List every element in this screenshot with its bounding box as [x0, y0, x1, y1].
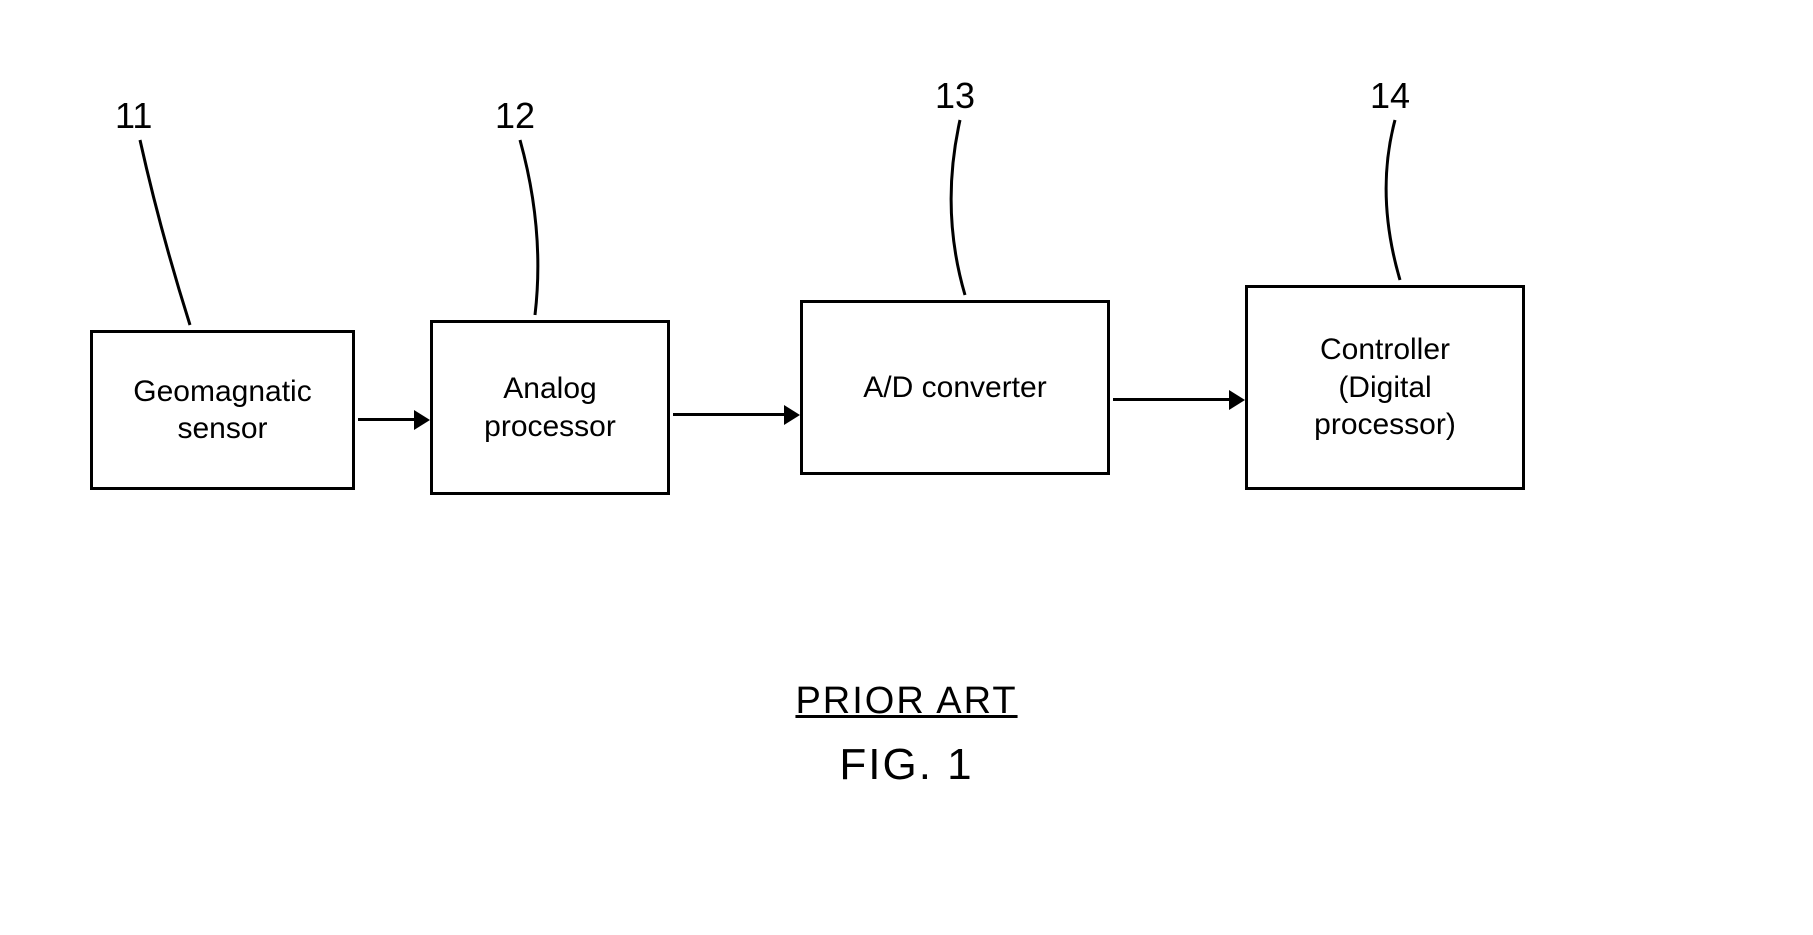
edge-arrow — [673, 413, 784, 416]
node-geomagnetic-sensor: Geomagnatic sensor — [90, 330, 355, 490]
node-label: Controller — [1320, 333, 1450, 366]
node-label: processor — [484, 410, 616, 443]
caption-prior-art: PRIOR ART — [0, 680, 1813, 723]
ref-label-14: 14 — [1370, 75, 1410, 117]
ref-label-11: 11 — [115, 95, 152, 137]
arrow-head-icon — [784, 405, 800, 425]
caption-figure-number: FIG. 1 — [0, 740, 1813, 790]
node-label: Analog — [503, 372, 596, 405]
edge-arrow — [358, 418, 414, 421]
node-label: (Digital — [1338, 371, 1431, 404]
edge-arrow — [1113, 398, 1229, 401]
ref-label-12: 12 — [495, 95, 535, 137]
diagram-canvas: Geomagnatic sensor 11 Analog processor 1… — [0, 0, 1813, 935]
node-label: A/D converter — [863, 371, 1046, 404]
arrow-head-icon — [414, 410, 430, 430]
node-label: sensor — [177, 412, 267, 445]
node-label: processor) — [1314, 408, 1456, 441]
node-controller: Controller (Digital processor) — [1245, 285, 1525, 490]
node-ad-converter: A/D converter — [800, 300, 1110, 475]
node-analog-processor: Analog processor — [430, 320, 670, 495]
ref-label-13: 13 — [935, 75, 975, 117]
node-label: Geomagnatic — [133, 375, 311, 408]
arrow-head-icon — [1229, 390, 1245, 410]
